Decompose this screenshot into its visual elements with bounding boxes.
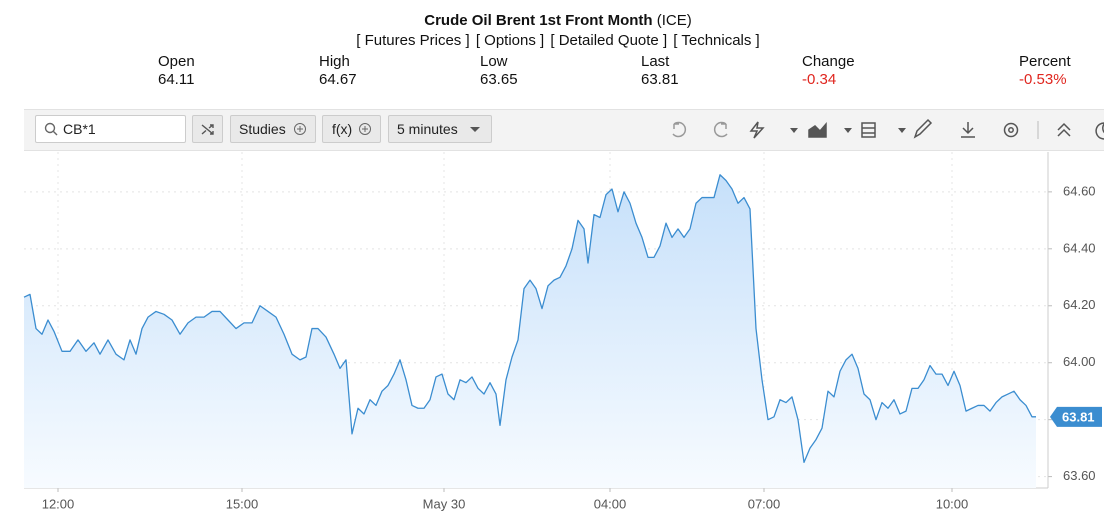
settings-icon[interactable] bbox=[1003, 122, 1019, 138]
studies-button[interactable]: Studies bbox=[230, 115, 316, 143]
link[interactable]: [ Technicals ] bbox=[673, 32, 760, 49]
quote-links: [ Futures Prices ] [ Options ] [ Detaile… bbox=[0, 32, 1116, 49]
stat-value: 63.65 bbox=[480, 71, 518, 88]
button-label: 5 minutes bbox=[397, 121, 458, 137]
interval-select[interactable]: 5 minutes bbox=[388, 115, 492, 143]
quote-title: Crude Oil Brent 1st Front Month (ICE) bbox=[0, 12, 1116, 29]
stat-label: Low bbox=[480, 53, 508, 70]
link[interactable]: [ Futures Prices ] bbox=[356, 32, 470, 49]
y-tick-label: 64.20 bbox=[1063, 297, 1096, 312]
stat-label: Last bbox=[641, 53, 670, 70]
stat-label: Open bbox=[158, 53, 195, 70]
last-price-label: 63.81 bbox=[1062, 409, 1095, 424]
button-label: f(x) bbox=[332, 121, 353, 137]
collapse-icon[interactable] bbox=[1057, 122, 1071, 137]
exchange: (ICE) bbox=[656, 12, 692, 29]
stat-label: Change bbox=[802, 53, 855, 70]
undo-icon[interactable] bbox=[672, 121, 687, 138]
x-tick-label: 15:00 bbox=[226, 496, 259, 511]
stat-label: High bbox=[319, 53, 350, 70]
quote-stat: Open 64.11 bbox=[158, 53, 195, 89]
price-area bbox=[24, 174, 1036, 488]
y-tick-label: 64.60 bbox=[1063, 183, 1096, 198]
chart-type-icon[interactable] bbox=[808, 121, 827, 138]
y-tick-label: 64.40 bbox=[1063, 240, 1096, 255]
toolbar-icons bbox=[672, 118, 1104, 140]
download-icon[interactable] bbox=[961, 122, 975, 138]
compare-button[interactable] bbox=[192, 115, 223, 143]
price-line bbox=[23, 174, 1036, 464]
button-label: Studies bbox=[239, 121, 286, 137]
symbol-search[interactable]: CB*1 bbox=[35, 115, 186, 143]
theme-icon[interactable] bbox=[1095, 122, 1104, 140]
stat-value: 64.11 bbox=[158, 71, 195, 88]
caret-icon bbox=[470, 127, 480, 132]
link[interactable]: [ Detailed Quote ] bbox=[550, 32, 668, 49]
quote-stat: High 64.67 bbox=[319, 53, 357, 89]
table-icon[interactable] bbox=[861, 122, 876, 138]
stat-value: 64.67 bbox=[319, 71, 357, 88]
x-tick-label: 12:00 bbox=[42, 496, 75, 511]
symbol: CB*1 bbox=[63, 121, 96, 137]
search-icon bbox=[44, 122, 58, 136]
x-tick-label: 10:00 bbox=[936, 496, 969, 511]
y-tick-label: 63.60 bbox=[1063, 468, 1096, 483]
quote-stat: Change -0.34 bbox=[802, 53, 855, 89]
x-tick-label: 07:00 bbox=[748, 496, 781, 511]
quote-stat: Percent -0.53% bbox=[1019, 53, 1071, 89]
stat-value: 63.81 bbox=[641, 71, 679, 88]
y-tick-label: 64.00 bbox=[1063, 354, 1096, 369]
x-tick-label: May 30 bbox=[423, 496, 466, 511]
shuffle-icon bbox=[201, 124, 214, 135]
stat-value: -0.34 bbox=[802, 71, 837, 88]
x-tick-label: 04:00 bbox=[594, 496, 627, 511]
quote-stat: Low 63.65 bbox=[480, 53, 518, 89]
stat-label: Percent bbox=[1019, 53, 1071, 70]
stat-value: -0.53% bbox=[1019, 71, 1067, 88]
draw-icon[interactable] bbox=[913, 118, 933, 139]
events-icon[interactable] bbox=[749, 121, 765, 139]
quote-stat: Last 63.81 bbox=[641, 53, 679, 89]
redo-icon[interactable] bbox=[713, 121, 728, 138]
last-price-badge bbox=[1050, 406, 1102, 427]
chart-toolbar: CB*1 Studies f(x) 5 minutes bbox=[24, 109, 1104, 151]
instrument-name: Crude Oil Brent 1st Front Month bbox=[424, 12, 653, 29]
plus-icon bbox=[359, 123, 371, 135]
link[interactable]: [ Options ] bbox=[475, 32, 545, 49]
functions-button[interactable]: f(x) bbox=[322, 115, 381, 143]
plus-icon bbox=[294, 123, 306, 135]
